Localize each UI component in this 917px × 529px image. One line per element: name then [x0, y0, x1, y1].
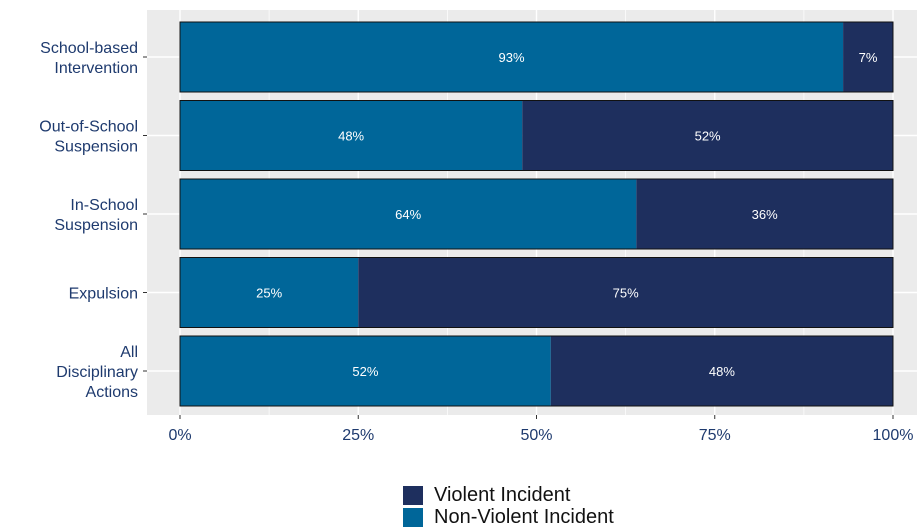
bar-segment: [636, 179, 893, 249]
bar-outline: [179, 178, 894, 250]
y-axis: School-based Intervention Out-of-School Sus…: [39, 40, 147, 401]
data-label: 36%: [752, 207, 778, 222]
bar-segment: [180, 179, 637, 249]
legend-item-violent: Violent Incident: [402, 484, 614, 506]
x-tick-label: 25%: [342, 427, 374, 444]
bar-outline: [179, 100, 894, 171]
bar-segment: [180, 336, 551, 406]
legend-label-non-violent: Non-Violent Incident: [434, 506, 614, 528]
x-tick-label: 100%: [873, 427, 914, 444]
legend-item-non-violent: Non-Violent Incident: [402, 506, 614, 528]
x-tick-label: 0%: [168, 427, 191, 444]
legend-swatch-violent: [402, 484, 424, 506]
data-label: 52%: [352, 364, 378, 379]
y-tick-label: Expulsion: [69, 286, 138, 303]
x-tick-label: 75%: [699, 427, 731, 444]
y-tick-label: Out-of-School Suspension: [39, 119, 138, 156]
data-label: 25%: [256, 286, 282, 301]
bar-segment: [180, 22, 844, 92]
bar-segment: [550, 336, 893, 406]
data-label: 52%: [695, 129, 721, 144]
legend: Violent Incident Non-Violent Incident: [402, 484, 614, 528]
data-label: 64%: [395, 207, 421, 222]
x-tick-label: 50%: [520, 427, 552, 444]
y-tick-label: School-based Intervention: [40, 40, 138, 77]
legend-label-violent: Violent Incident: [434, 484, 571, 506]
bars: [179, 21, 894, 407]
y-tick-label: In-School Suspension: [54, 197, 138, 234]
x-axis: 0% 25% 50% 75% 100%: [168, 415, 913, 444]
data-label: 48%: [338, 129, 364, 144]
y-tick-label: All Disciplinary Actions: [56, 344, 138, 401]
bar-segment: [843, 22, 893, 92]
data-label: 93%: [499, 50, 525, 65]
bar-segment: [358, 257, 893, 328]
bar-outline: [179, 257, 894, 328]
data-label: 75%: [613, 286, 639, 301]
bar-segment: [522, 100, 893, 171]
bar-segment: [180, 257, 359, 328]
bar-outline: [179, 21, 894, 93]
bar-segment: [180, 100, 523, 171]
data-label: 48%: [709, 364, 735, 379]
bar-outline: [179, 335, 894, 407]
bar-labels: 93% 7% 48% 52% 64% 36% 25% 75% 52% 48%: [256, 50, 878, 379]
legend-swatch-non-violent: [402, 506, 424, 528]
data-label: 7%: [859, 50, 878, 65]
